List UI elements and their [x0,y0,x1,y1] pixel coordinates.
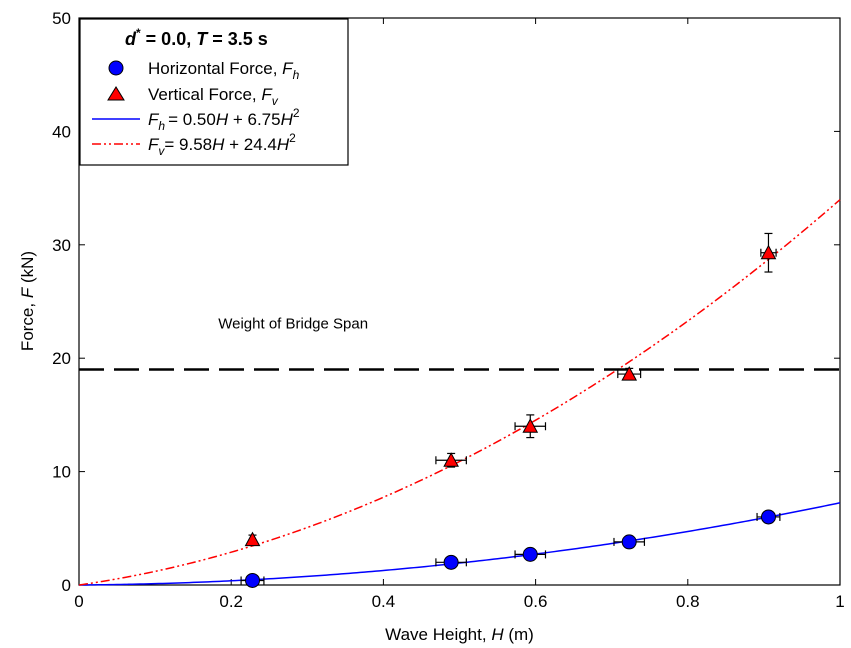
horizontal-force-point [245,572,261,588]
y-tick-label: 30 [52,236,71,255]
y-axis-label: Force, F (kN) [18,251,37,351]
data-points [240,232,781,588]
fit-curve [78,199,841,586]
legend-vertical-force: Vertical Force, Fv [148,85,279,108]
y-axis-ticks: 0 10 20 30 40 50 [52,9,840,595]
fit-curves [78,199,841,586]
x-tick-label: 0 [74,592,83,611]
legend-title: d* = 0.0, T = 3.5 s [125,26,268,49]
x-tick-label: 0.2 [219,592,243,611]
fit-curve [78,502,841,586]
legend-fit-v: Fv= 9.58H + 24.4H2 [148,131,296,158]
y-tick-label: 20 [52,349,71,368]
vertical-force-point [522,418,539,433]
y-tick-label: 0 [62,576,71,595]
reference-line-group: Weight of Bridge Span [79,316,840,371]
legend-fit-h: Fh = 0.50H + 6.75H2 [148,106,300,133]
x-axis-ticks: 0 0.2 0.4 0.6 0.8 1 [74,18,845,611]
legend-triangle-marker [107,86,125,101]
horizontal-force-point [522,546,538,562]
horizontal-force-point [443,554,459,570]
x-tick-label: 0.8 [676,592,700,611]
y-tick-label: 40 [52,122,71,141]
vertical-force-point [760,244,777,260]
vertical-force-point [244,531,261,547]
x-tick-label: 0.6 [524,592,548,611]
y-tick-label: 10 [52,463,71,482]
legend: d* = 0.0, T = 3.5 s Horizontal Force, Fh… [79,18,349,166]
vertical-force-point [443,452,459,467]
legend-circle-marker [108,60,124,76]
legend-box [79,18,349,166]
vertical-force-point [621,366,638,381]
x-tick-label: 0.4 [372,592,396,611]
reference-line-label: Weight of Bridge Span [218,316,368,333]
horizontal-force-point [621,534,637,550]
legend-horizontal-force: Horizontal Force, Fh [148,59,300,82]
y-tick-label: 50 [52,9,71,28]
horizontal-force-point [760,509,776,525]
x-tick-label: 1 [835,592,844,611]
x-axis-label: Wave Height, H (m) [385,625,534,644]
